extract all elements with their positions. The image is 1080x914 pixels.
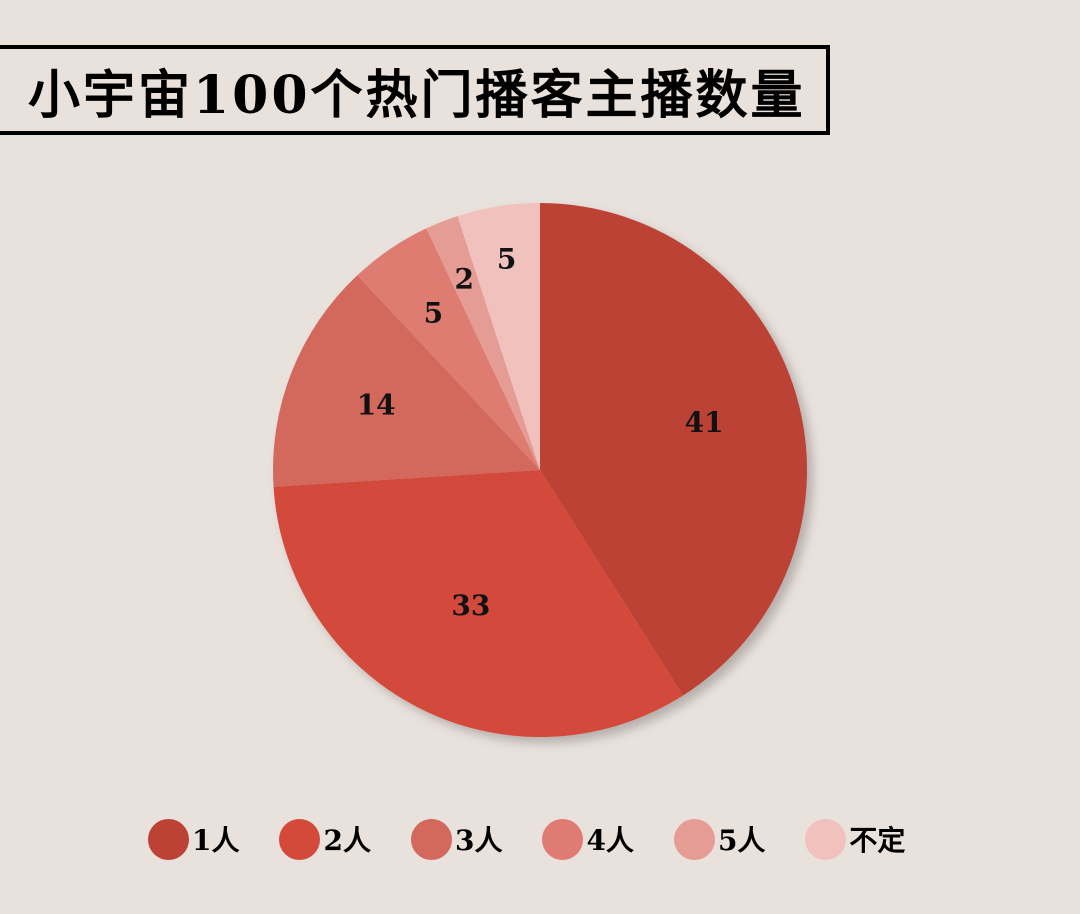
pie-slice-4 (426, 216, 540, 470)
pie-slice-label-2: 14 (357, 389, 396, 422)
legend-swatch (673, 818, 715, 860)
legend-label: 4人 (586, 824, 634, 857)
pie-slice-label-1: 33 (451, 589, 490, 622)
pie-slice-label-4: 2 (455, 262, 474, 295)
legend-swatch (410, 818, 452, 860)
pie-slice-label-0: 41 (685, 406, 724, 439)
legend-swatch (805, 818, 847, 860)
legend-swatch (542, 818, 584, 860)
legend-label: 2人 (323, 824, 371, 857)
chart-legend: 1人 2人 3人 4人 5人 不定 (148, 817, 945, 861)
chart-title: 小宇宙100个热门播客主播数量 (28, 64, 806, 126)
legend-label: 1人 (192, 824, 240, 857)
legend-item-2: 3人 (410, 818, 503, 860)
legend-item-5: 不定 (805, 818, 906, 860)
legend-item-3: 4人 (542, 818, 634, 860)
pie-slice-labels: 41 33 14 525 (357, 243, 724, 623)
pie-slice-3 (357, 228, 540, 470)
legend-swatch (148, 818, 189, 860)
pie-slice-5 (457, 203, 540, 470)
pie-slice-0 (540, 203, 808, 696)
legend-item-1: 2人 (279, 818, 371, 860)
legend-item-0: 1人 (148, 818, 240, 860)
pie-slice-2 (273, 275, 540, 487)
legend-label: 不定 (849, 824, 906, 857)
pie-slice-label-3: 5 (424, 297, 443, 330)
legend-label: 3人 (454, 824, 503, 857)
pie-slices (273, 203, 808, 738)
legend-label: 5人 (717, 824, 766, 857)
legend-item-4: 5人 (673, 818, 766, 860)
pie-slice-label-5: 5 (497, 243, 516, 276)
pie-slice-1 (273, 470, 684, 738)
legend-swatch (279, 818, 321, 860)
chart-title-box: 小宇宙100个热门播客主播数量 (0, 45, 830, 135)
